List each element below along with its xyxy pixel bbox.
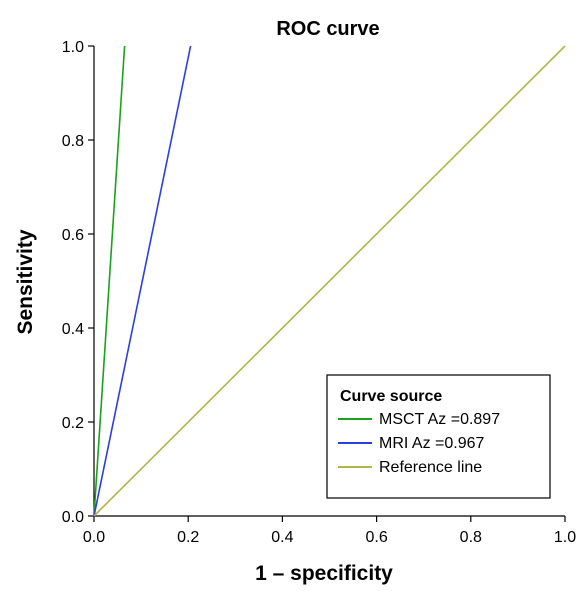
chart-title: ROC curve [276, 18, 379, 40]
y-tick-label: 0.8 [62, 133, 84, 150]
x-tick-label: 1.0 [554, 529, 576, 546]
x-axis-title: 1 – specificity [255, 562, 393, 585]
legend: Curve source MSCT Az =0.897 MRI Az =0.967… [326, 374, 551, 499]
y-tick-label: 0.4 [62, 321, 84, 338]
legend-items: MSCT Az =0.897 MRI Az =0.967 Reference lin… [338, 411, 500, 476]
series-line-2 [93, 45, 566, 517]
legend-title: Curve source [340, 388, 442, 405]
x-tick-label: 0.2 [177, 529, 199, 546]
y-tick-label: 1.0 [62, 39, 84, 56]
y-tick-label: 0.6 [62, 227, 84, 244]
y-tick-label: 0.0 [62, 509, 84, 526]
x-tick-label: 0.8 [460, 529, 482, 546]
series-line-1 [93, 45, 192, 517]
x-tick-label: 0.0 [83, 529, 105, 546]
series-line-0 [93, 45, 126, 517]
plot-area: 0.0 0.2 0.4 0.6 0.8 1.0 0.0 0.2 0.4 0.6 0.8 1.0 [62, 39, 576, 546]
y-tick-label: 0.2 [62, 415, 84, 432]
legend-label-2: Reference line [379, 459, 482, 476]
legend-label-1: MRI Az =0.967 [379, 435, 484, 452]
x-tick-label: 0.6 [365, 529, 387, 546]
legend-label-0: MSCT Az =0.897 [379, 411, 500, 428]
y-axis-title: Sensitivity [14, 229, 37, 334]
x-tick-label: 0.4 [271, 529, 293, 546]
legend-box [326, 374, 551, 499]
